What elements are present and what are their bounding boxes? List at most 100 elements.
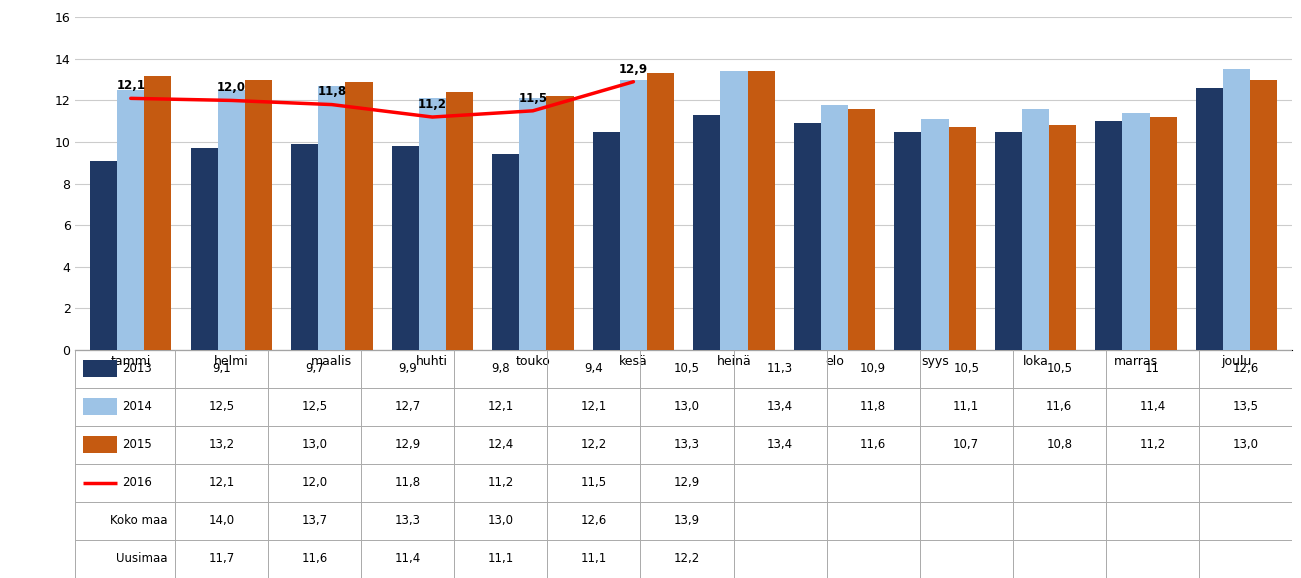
Bar xyxy=(593,132,619,350)
Text: 12,4: 12,4 xyxy=(488,438,514,451)
Text: 12,2: 12,2 xyxy=(674,553,700,565)
Bar xyxy=(1150,117,1177,350)
Bar xyxy=(948,127,976,350)
Bar xyxy=(345,81,372,350)
Text: Koko maa: Koko maa xyxy=(111,514,168,527)
Text: 10,5: 10,5 xyxy=(1046,362,1072,375)
Text: 13,0: 13,0 xyxy=(302,438,328,451)
Text: 11,6: 11,6 xyxy=(860,438,886,451)
Bar xyxy=(190,148,217,350)
Bar xyxy=(492,154,519,350)
Text: 10,9: 10,9 xyxy=(860,362,886,375)
Text: 13,2: 13,2 xyxy=(208,438,234,451)
Text: 13,7: 13,7 xyxy=(302,514,328,527)
Text: 11,8: 11,8 xyxy=(860,401,886,413)
Text: 12,0: 12,0 xyxy=(217,81,246,94)
Text: 12,9: 12,9 xyxy=(674,476,700,490)
Text: 12,0: 12,0 xyxy=(302,476,328,490)
Text: 11,2: 11,2 xyxy=(418,98,446,111)
Text: 12,9: 12,9 xyxy=(619,62,648,76)
Bar xyxy=(821,105,848,350)
Bar xyxy=(519,98,546,350)
Text: 10,8: 10,8 xyxy=(1046,438,1072,451)
Bar xyxy=(217,90,245,350)
Text: 11,6: 11,6 xyxy=(1046,401,1072,413)
Text: 11,8: 11,8 xyxy=(394,476,422,490)
Bar xyxy=(392,146,419,350)
Bar xyxy=(647,73,674,350)
Text: 13,3: 13,3 xyxy=(674,438,700,451)
Text: 11,3: 11,3 xyxy=(768,362,794,375)
Bar xyxy=(419,98,446,350)
Text: 10,5: 10,5 xyxy=(954,362,980,375)
Bar xyxy=(921,119,948,350)
Text: 11,5: 11,5 xyxy=(582,476,608,490)
Bar xyxy=(319,86,345,350)
Text: 2015: 2015 xyxy=(122,438,151,451)
Text: 2013: 2013 xyxy=(122,362,151,375)
Text: 11,4: 11,4 xyxy=(1140,401,1166,413)
Text: 11,2: 11,2 xyxy=(1140,438,1166,451)
Text: 2014: 2014 xyxy=(122,401,151,413)
Bar xyxy=(245,80,272,350)
Text: 11,1: 11,1 xyxy=(954,401,980,413)
Text: 11,1: 11,1 xyxy=(580,553,608,565)
Text: 14,0: 14,0 xyxy=(208,514,234,527)
Text: 13,5: 13,5 xyxy=(1232,401,1258,413)
Text: 12,7: 12,7 xyxy=(394,401,422,413)
Bar xyxy=(848,109,876,350)
FancyBboxPatch shape xyxy=(83,360,117,377)
Text: 13,3: 13,3 xyxy=(394,514,420,527)
Text: 13,9: 13,9 xyxy=(674,514,700,527)
Bar xyxy=(619,80,647,350)
Text: 12,6: 12,6 xyxy=(580,514,608,527)
Text: Uusimaa: Uusimaa xyxy=(116,553,168,565)
Bar xyxy=(894,132,921,350)
Bar xyxy=(693,115,721,350)
Bar xyxy=(1250,80,1278,350)
Text: 10,5: 10,5 xyxy=(674,362,700,375)
Text: 11,1: 11,1 xyxy=(488,553,514,565)
Text: 12,5: 12,5 xyxy=(302,401,328,413)
Text: 12,1: 12,1 xyxy=(580,401,608,413)
Text: 10,7: 10,7 xyxy=(954,438,980,451)
Text: 9,4: 9,4 xyxy=(584,362,604,375)
Text: 13,4: 13,4 xyxy=(768,438,794,451)
Text: 13,0: 13,0 xyxy=(674,401,700,413)
Text: 13,0: 13,0 xyxy=(1232,438,1258,451)
FancyBboxPatch shape xyxy=(83,436,117,453)
Text: 11,5: 11,5 xyxy=(518,91,548,105)
Bar xyxy=(144,76,172,350)
Text: 11,6: 11,6 xyxy=(302,553,328,565)
Bar xyxy=(446,92,474,350)
Bar xyxy=(90,161,117,350)
Bar xyxy=(1023,109,1049,350)
Text: 12,1: 12,1 xyxy=(488,401,514,413)
Text: 2016: 2016 xyxy=(122,476,151,490)
Bar xyxy=(291,144,319,350)
Bar xyxy=(1223,69,1250,350)
Bar xyxy=(1095,121,1123,350)
Text: 11,7: 11,7 xyxy=(208,553,235,565)
Text: 9,9: 9,9 xyxy=(398,362,418,375)
Bar xyxy=(794,123,821,350)
Text: 12,2: 12,2 xyxy=(580,438,608,451)
Text: 9,1: 9,1 xyxy=(212,362,232,375)
Text: 11,2: 11,2 xyxy=(488,476,514,490)
Text: 9,7: 9,7 xyxy=(306,362,324,375)
Text: 12,9: 12,9 xyxy=(394,438,422,451)
Text: 11: 11 xyxy=(1145,362,1159,375)
FancyBboxPatch shape xyxy=(83,398,117,416)
Bar xyxy=(995,132,1023,350)
Text: 13,0: 13,0 xyxy=(488,514,514,527)
Bar xyxy=(1196,88,1223,350)
Bar xyxy=(546,97,574,350)
Text: 12,1: 12,1 xyxy=(208,476,235,490)
Bar xyxy=(748,71,774,350)
Text: 9,8: 9,8 xyxy=(492,362,510,375)
Text: 11,8: 11,8 xyxy=(317,86,346,98)
Bar xyxy=(1123,113,1150,350)
Text: 12,1: 12,1 xyxy=(116,79,146,92)
Text: 13,4: 13,4 xyxy=(768,401,794,413)
Text: 11,4: 11,4 xyxy=(394,553,422,565)
